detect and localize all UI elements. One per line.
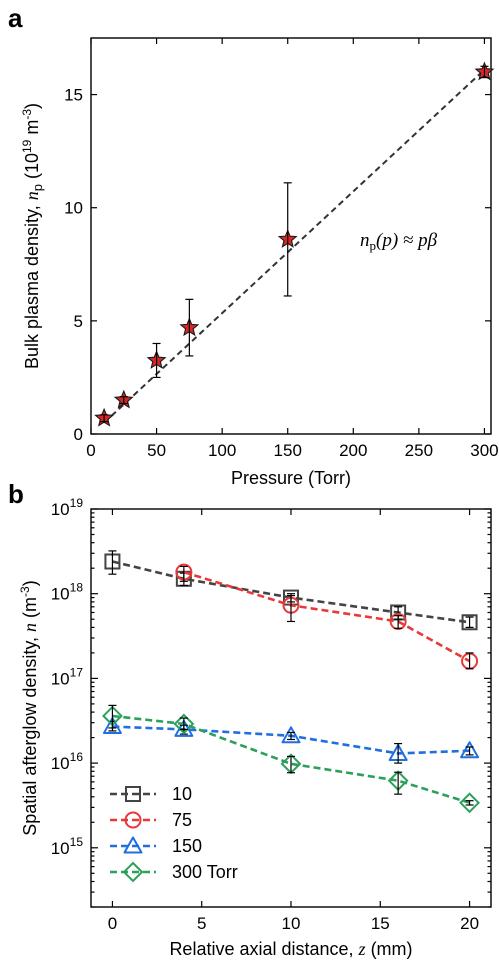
series-line — [183, 570, 471, 663]
legend-marker — [124, 811, 142, 829]
y-tick-label: 1019 — [51, 496, 84, 519]
error-bar — [185, 298, 194, 357]
x-tick-label: 200 — [339, 441, 367, 460]
data-point — [461, 614, 478, 631]
error-bar — [465, 800, 474, 806]
y-tick-label: 5 — [74, 312, 83, 331]
data-point — [389, 612, 407, 630]
x-axis-title: Pressure (Torr) — [231, 468, 351, 488]
error-bar — [465, 616, 474, 629]
error-bar — [283, 182, 292, 297]
x-tick-label: 10 — [282, 914, 301, 933]
series-line — [112, 714, 470, 805]
x-tick-label: 50 — [147, 441, 166, 460]
data-point — [460, 741, 480, 759]
y-tick-label: 1017 — [51, 665, 84, 688]
legend-label: 75 — [172, 810, 192, 830]
legend-marker — [123, 836, 143, 854]
legend: 10 75 150 300 Torr — [110, 784, 238, 883]
error-bar — [179, 717, 188, 730]
x-tick-label: 300 — [470, 441, 498, 460]
plot-frame — [90, 508, 492, 908]
error-bar — [394, 615, 403, 629]
error-bar — [100, 414, 109, 423]
data-point — [281, 726, 301, 744]
x-tick-label: 15 — [371, 914, 390, 933]
y-tick-label: 1015 — [51, 835, 84, 858]
error-bar — [480, 65, 489, 79]
error-bar — [179, 565, 188, 582]
legend-label: 300 Torr — [172, 862, 238, 882]
x-tick-label: 5 — [197, 914, 206, 933]
fit-line — [103, 68, 486, 424]
x-tick-label: 20 — [460, 914, 479, 933]
panel-label-a: a — [8, 3, 23, 33]
x-tick-label: 250 — [405, 441, 433, 460]
data-point — [459, 792, 480, 814]
data-point — [173, 713, 195, 735]
y-axis-title: Bulk plasma density, np (1019 m-3) — [20, 103, 45, 369]
panel-a-chart: 0 50 100 150 200 250 300 0 5 10 15 a Pressure (Torr)… — [8, 3, 499, 488]
x-tick-label: 100 — [208, 441, 236, 460]
x-tick-label: 0 — [108, 914, 117, 933]
panel-label-b: b — [8, 479, 24, 509]
x-tick-label: 150 — [274, 441, 302, 460]
error-bar — [287, 755, 295, 774]
legend-marker — [125, 786, 141, 802]
y-axis-title: Spatial afterglow density, n (m-3) — [18, 580, 40, 835]
error-bar — [394, 742, 403, 764]
error-bar — [152, 342, 161, 379]
series-300-torr — [102, 704, 480, 814]
y-tick-label: 1018 — [51, 581, 84, 604]
legend-label: 10 — [172, 784, 192, 804]
y-tick-label: 0 — [74, 425, 83, 444]
error-bar — [465, 652, 474, 670]
error-bar — [465, 746, 474, 756]
x-axis-title: Relative axial distance, z (mm) — [169, 939, 412, 959]
data-point — [102, 717, 122, 735]
error-bar — [287, 594, 295, 623]
y-tick-label: 1016 — [51, 750, 84, 773]
series-75 — [175, 563, 479, 670]
plot-frame — [90, 37, 492, 435]
error-bar — [108, 704, 117, 729]
legend-label: 150 — [172, 836, 202, 856]
error-bar — [287, 731, 295, 741]
y-tick-label: 15 — [64, 86, 83, 105]
x-tick-label: 0 — [86, 441, 95, 460]
error-bar — [119, 396, 128, 405]
fit-annotation: np(p) ≈ pβ — [360, 230, 438, 253]
y-tick-label: 10 — [64, 199, 83, 218]
error-bar — [394, 771, 403, 795]
error-bar — [108, 550, 117, 575]
legend-marker — [122, 861, 144, 883]
